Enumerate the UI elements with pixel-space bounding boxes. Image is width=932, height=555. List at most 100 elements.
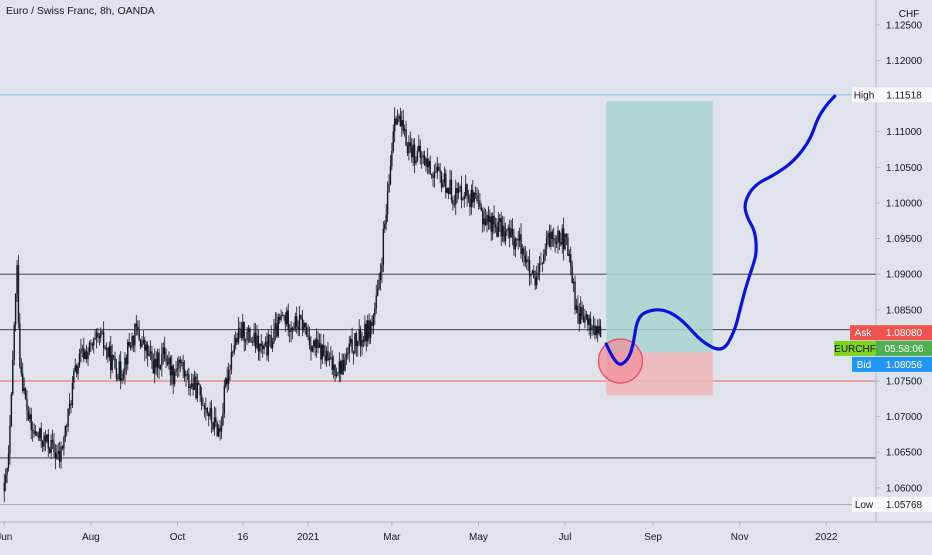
candle-body: [379, 271, 382, 281]
candle-body: [27, 411, 30, 420]
candle-body: [169, 357, 172, 376]
candle-body: [372, 315, 375, 326]
candle-body: [449, 179, 451, 194]
candle-body: [142, 339, 145, 343]
candle-body: [591, 327, 593, 330]
price-axis[interactable]: CHF 1.125001.120001.115001.110001.105001…: [875, 0, 923, 522]
candle-body: [227, 369, 230, 385]
candle-body: [47, 434, 49, 449]
candle-body: [399, 115, 402, 127]
candle-body: [571, 266, 573, 284]
candle-body: [335, 374, 338, 377]
candle-body: [328, 358, 331, 361]
candle-body: [196, 382, 199, 399]
candle-body: [487, 215, 490, 223]
candle-body: [267, 335, 270, 356]
candle-body: [121, 378, 123, 381]
candle-body: [402, 120, 404, 132]
candle-body: [175, 369, 177, 372]
candle-body: [310, 345, 312, 352]
candle-body: [132, 336, 135, 346]
candle-body: [66, 426, 68, 427]
candle-body: [173, 371, 176, 385]
profit-zone[interactable]: [606, 101, 713, 353]
candle-body: [261, 345, 264, 350]
projection-path[interactable]: [604, 94, 837, 366]
candle-body: [110, 346, 112, 371]
candle-body: [134, 324, 136, 346]
candle-body: [545, 237, 548, 250]
candle-body: [345, 354, 348, 358]
candle-body: [111, 355, 113, 371]
candle-body: [94, 338, 96, 340]
candle-body: [287, 310, 289, 331]
candle-body: [491, 215, 494, 232]
candle-body: [348, 343, 350, 353]
candle-body: [438, 166, 440, 170]
y-tick-label: 1.07000: [886, 412, 923, 423]
time-axis[interactable]: Jun Aug Oct 16 2021 Mar May Jul Sep Nov 2022: [0, 521, 932, 543]
bid-price-value: 1.08056: [886, 360, 923, 371]
candle-body: [378, 280, 380, 289]
candle-body: [26, 399, 28, 412]
candle-body: [154, 358, 156, 374]
candle-body: [273, 329, 275, 342]
candle-body: [118, 361, 120, 380]
candle-body: [127, 341, 129, 365]
candle-body: [413, 144, 416, 164]
candle-body: [77, 365, 79, 374]
candle-body: [242, 322, 244, 338]
candle-body: [409, 142, 412, 147]
candle-body: [347, 352, 349, 355]
candle-body: [88, 342, 91, 353]
candle-body: [85, 351, 88, 360]
candle-body: [315, 339, 318, 349]
candle-body: [510, 228, 512, 238]
candle-body: [260, 343, 262, 346]
candle-body: [101, 331, 103, 332]
candle-body: [534, 277, 536, 286]
candle-body: [73, 370, 75, 383]
y-tick-label: 1.08500: [886, 305, 923, 316]
entry-circle-marker[interactable]: [597, 338, 644, 384]
candle-body: [81, 348, 84, 350]
candle-body: [303, 322, 305, 331]
candle-body: [445, 173, 447, 193]
candle-body: [60, 446, 62, 462]
candle-body: [508, 227, 511, 238]
candle-body: [163, 347, 166, 359]
candle-body: [97, 332, 99, 336]
y-tick-label: 1.12000: [886, 56, 923, 67]
candle-body: [334, 364, 336, 377]
candle-body: [236, 337, 238, 343]
candle-body: [87, 352, 89, 360]
trade-setup-zones: [597, 101, 713, 396]
candle-body: [544, 249, 546, 255]
candle-body: [501, 225, 504, 237]
candle-body: [457, 188, 460, 193]
candle-body: [340, 361, 342, 375]
low-price-value: 1.05768: [886, 500, 923, 511]
candle-body: [33, 430, 35, 435]
candle-body: [572, 281, 575, 284]
candle-body: [155, 358, 157, 368]
candle-body: [298, 315, 301, 330]
symbol-tag-label: EURCHF: [834, 344, 876, 355]
candle-body: [442, 183, 444, 188]
candle-body: [247, 328, 250, 332]
candle-body: [567, 237, 569, 256]
candle-body: [20, 366, 22, 374]
candle-body: [342, 359, 345, 371]
candle-body: [13, 325, 15, 360]
candle-body: [125, 357, 128, 365]
candle-body: [406, 145, 409, 154]
candle-body: [467, 195, 470, 199]
candle-body: [31, 430, 34, 431]
candle-body: [321, 344, 323, 360]
candle-body: [41, 441, 44, 447]
candle-body: [440, 172, 443, 188]
candle-body: [473, 192, 475, 203]
candle-body: [374, 308, 376, 316]
candle-body: [553, 238, 555, 240]
